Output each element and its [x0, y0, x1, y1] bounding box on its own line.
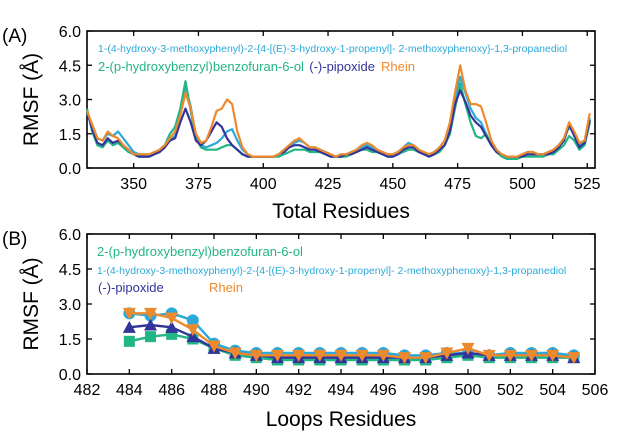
panel-b-x-tick-label-8: 498 [412, 382, 439, 399]
panel-b-series-3-marker-1 [144, 307, 157, 320]
panel-b-y-axis-label: RMSF (Å) [20, 257, 43, 350]
panel-a-series-line-0 [85, 75, 591, 158]
panel-b-y-tick-label-2: 3.0 [59, 297, 81, 314]
panel-a-x-tick-label-5: 475 [444, 176, 471, 193]
panel-b-series-3-marker-6 [249, 349, 263, 362]
panel-b-series-3-marker-14 [419, 352, 433, 365]
panel-b-series-0-marker-2 [166, 328, 178, 340]
panel-b-series-3-marker-21 [567, 352, 581, 365]
panel-b-series-1-marker-3 [186, 314, 199, 327]
panel-a-y-tick-label-2: 3.0 [59, 93, 81, 110]
panel-b-series-3-marker-19 [525, 349, 538, 362]
panel-a-x-tick-label-3: 425 [315, 176, 342, 193]
panel-a-series-group [85, 64, 591, 160]
panel-b-series-3-marker-12 [376, 349, 390, 362]
panel-b-legend-entry-3: Rhein [209, 280, 243, 295]
panel-a-y-tick-label-1: 1.5 [59, 127, 81, 144]
panel-b-series-3-marker-2 [165, 312, 179, 325]
panel-b-x-tick-label-3: 488 [201, 382, 228, 399]
panel-b-series-3-marker-10 [334, 349, 348, 362]
panel-b-x-tick-label-2: 486 [158, 382, 185, 399]
panel-b-series-3-marker-8 [292, 349, 306, 362]
panel-a-y-tick-label-3: 4.5 [59, 58, 81, 75]
panel-b-legend-entry-0: 2-(p-hydroxybenzyl)benzofuran-6-ol [97, 244, 303, 259]
panel-b-legend-entry-1: 1-(4-hydroxy-3-methoxyphenyl)-2-{4-[(E)-… [97, 265, 566, 277]
panel-a-panel-label: (A) [2, 26, 27, 47]
panel-b-x-tick-label-11: 504 [539, 382, 566, 399]
panel-b-series-3-marker-7 [271, 349, 284, 362]
panel-a-x-tick-label-1: 375 [185, 176, 212, 193]
panel-b-x-tick-label-12: 506 [582, 382, 609, 399]
panel-a-series-line-3 [85, 64, 591, 158]
panel-a-x-tick-label-2: 400 [250, 176, 277, 193]
panel-b-series-3-marker-4 [207, 340, 221, 353]
panel-b-series-2-marker-0 [122, 320, 136, 333]
panel-b-y-tick-label-3: 4.5 [59, 262, 81, 279]
panel-b-x-axis-label: Loops Residues [266, 408, 417, 431]
panel-a-y-tick-label-4: 6.0 [59, 24, 81, 41]
panel-b-x-tick-label-5: 492 [285, 382, 312, 399]
panel-b-series-2-marker-2 [165, 320, 179, 333]
panel-b-y-tick-label-0: 0.0 [59, 367, 81, 384]
panel-b-panel-label: (B) [2, 229, 27, 250]
panel-a-x-tick-label-6: 500 [509, 176, 536, 193]
panel-b-y-tick-label-1: 1.5 [59, 332, 81, 349]
panel-a-y-tick-label-0: 0.0 [59, 161, 81, 178]
panel-a-legend-entry-0: 1-(4-hydroxy-3-methoxyphenyl)-2-{4-[(E)-… [98, 43, 567, 55]
panel-b-series-3-marker-5 [228, 347, 242, 360]
panel-a-x-tick-label-7: 525 [574, 176, 601, 193]
panel-a-y-axis-label: RMSF (Å) [20, 53, 43, 146]
panel-b-series-3-marker-18 [503, 349, 517, 362]
panel-b-series-3-marker-0 [122, 307, 136, 320]
panel-b-series-3-marker-17 [482, 349, 496, 362]
panel-b-x-tick-label-10: 502 [497, 382, 524, 399]
panel-b-series-2-marker-1 [144, 318, 157, 331]
panel-a-legend-entry-3: Rhein [381, 59, 415, 74]
panel-b-series-0-marker-0 [123, 335, 135, 347]
panel-b-legend-entry-2: (-)-pipoxide [98, 280, 164, 295]
panel-a-legend-entry-2: (-)-pipoxide [309, 59, 375, 74]
panel-a-x-tick-label-0: 350 [120, 176, 147, 193]
panel-b-x-tick-label-4: 490 [243, 382, 270, 399]
panel-b-y-tick-label-4: 6.0 [59, 227, 81, 244]
panel-b-x-tick-label-0: 482 [74, 382, 101, 399]
panel-b-x-tick-label-7: 496 [370, 382, 397, 399]
panel-b-x-tick-label-9: 500 [455, 382, 482, 399]
panel-b-series-3-marker-13 [398, 352, 411, 365]
panel-b-x-tick-label-6: 494 [328, 382, 355, 399]
panel-b-series-3-marker-20 [546, 349, 560, 362]
panel-b-series-3-marker-9 [313, 349, 327, 362]
panel-b-series-line-3 [129, 312, 574, 359]
panel-b-series-0-marker-1 [145, 331, 156, 343]
panel-b-series-3-marker-15 [440, 347, 454, 360]
panel-b-series-group [122, 307, 581, 366]
panel-b-x-tick-label-1: 484 [116, 382, 143, 399]
panel-b-series-3-marker-3 [186, 324, 200, 337]
panel-a-x-tick-label-4: 450 [379, 176, 406, 193]
panel-b-series-3-marker-11 [355, 349, 369, 362]
panel-a-legend-entry-1: 2-(p-hydroxybenzyl)benzofuran-6-ol [98, 59, 304, 74]
panel-b-series-3-marker-16 [461, 342, 475, 355]
panel-a-x-axis-label: Total Residues [272, 200, 410, 223]
